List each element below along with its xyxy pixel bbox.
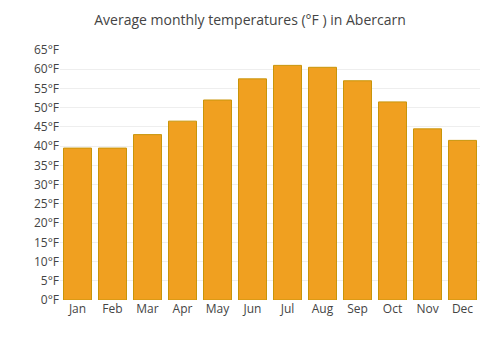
svg-text:15°F: 15°F [34,234,59,251]
svg-text:20°F: 20°F [34,214,59,231]
svg-text:Aug: Aug [312,300,334,317]
svg-text:50°F: 50°F [34,99,59,116]
svg-text:65°F: 65°F [34,41,59,58]
svg-text:25°F: 25°F [34,195,59,212]
svg-text:Jun: Jun [243,300,262,317]
svg-text:60°F: 60°F [34,60,59,77]
svg-text:55°F: 55°F [34,80,59,97]
svg-text:Average monthly temperatures (: Average monthly temperatures (°F ) in Ab… [94,10,406,29]
svg-text:Jul: Jul [280,300,295,317]
svg-text:30°F: 30°F [34,176,59,193]
svg-text:40°F: 40°F [34,137,59,154]
svg-text:10°F: 10°F [34,253,59,270]
svg-text:0°F: 0°F [41,291,59,308]
svg-text:Mar: Mar [136,300,158,317]
svg-text:May: May [206,300,230,317]
svg-text:Oct: Oct [383,300,402,317]
svg-text:5°F: 5°F [41,272,59,289]
svg-text:45°F: 45°F [34,118,59,135]
svg-text:Nov: Nov [416,300,438,317]
svg-text:35°F: 35°F [34,157,59,174]
svg-text:Sep: Sep [347,300,368,317]
svg-text:Dec: Dec [452,300,473,317]
svg-text:Feb: Feb [102,300,122,317]
svg-text:Jan: Jan [68,300,86,317]
svg-text:Apr: Apr [173,300,193,317]
